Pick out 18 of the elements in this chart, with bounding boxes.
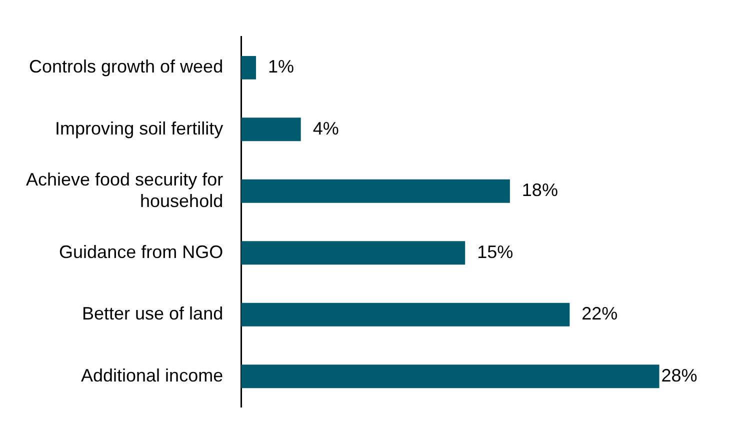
y-tick-label: Guidance from NGO xyxy=(59,242,224,262)
data-label: 28% xyxy=(661,365,698,386)
bar xyxy=(241,302,570,326)
data-label: 1% xyxy=(268,56,294,77)
y-tick-label: Controls growth of weed xyxy=(28,56,224,77)
bar xyxy=(241,56,256,80)
y-tick-label: Improving soil fertility xyxy=(55,118,224,138)
bar xyxy=(241,179,510,203)
data-label: 4% xyxy=(312,118,339,138)
bar xyxy=(241,118,301,142)
bar xyxy=(241,241,466,265)
bar xyxy=(241,364,660,388)
y-tick-label: Better use of land xyxy=(82,304,224,324)
data-label: 15% xyxy=(477,242,514,262)
data-label: 22% xyxy=(582,304,618,324)
y-tick-label: Achieve food security for household xyxy=(26,169,224,211)
y-tick-label: Additional income xyxy=(81,365,224,386)
data-label: 18% xyxy=(522,180,558,200)
